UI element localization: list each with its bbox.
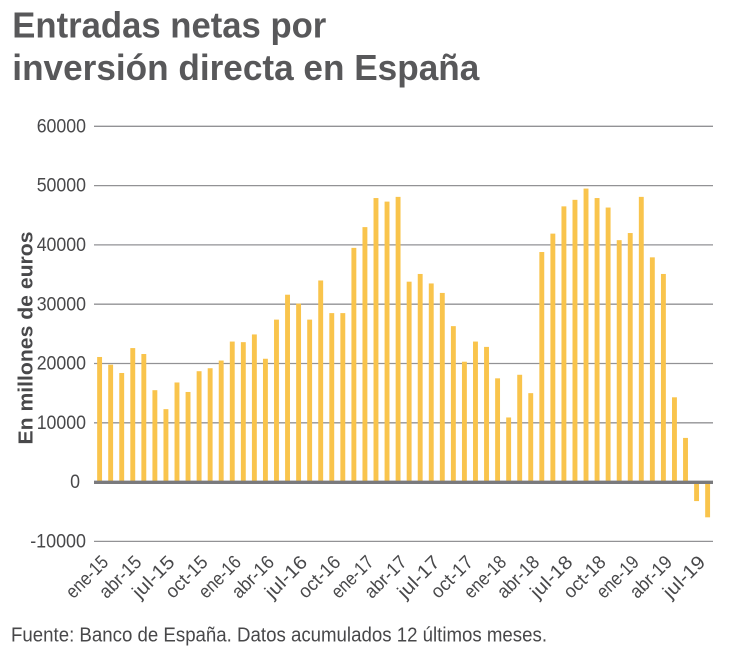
- svg-text:-10000: -10000: [30, 531, 86, 553]
- svg-text:60000: 60000: [37, 115, 86, 137]
- svg-text:Fuente: Banco de España. Datos: Fuente: Banco de España. Datos acumulado…: [11, 625, 547, 647]
- svg-text:10000: 10000: [37, 412, 86, 434]
- svg-text:inversión directa en España: inversión directa en España: [12, 47, 480, 88]
- svg-text:30000: 30000: [37, 293, 86, 315]
- svg-text:Entradas netas por: Entradas netas por: [12, 5, 326, 46]
- svg-text:0: 0: [70, 471, 80, 493]
- svg-text:40000: 40000: [37, 234, 86, 256]
- svg-text:50000: 50000: [37, 175, 86, 197]
- svg-text:20000: 20000: [37, 353, 86, 375]
- svg-text:En millones de euros: En millones de euros: [16, 232, 38, 445]
